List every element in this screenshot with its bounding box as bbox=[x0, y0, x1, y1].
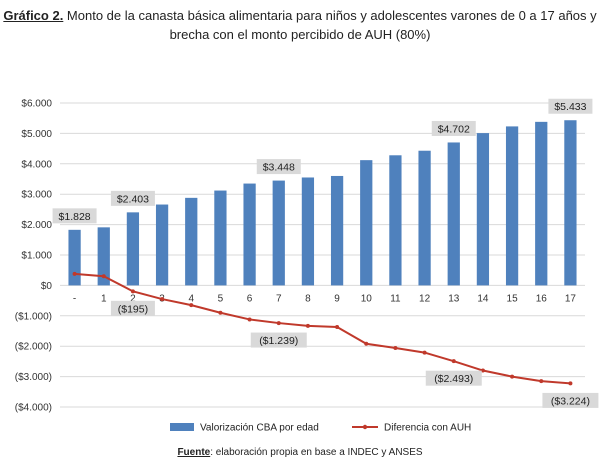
line-data-label-box bbox=[250, 332, 307, 348]
x-tick-label: 7 bbox=[276, 293, 282, 304]
legend-bar-swatch bbox=[170, 423, 194, 431]
y-tick-label: $4.000 bbox=[21, 159, 52, 170]
y-tick-label: $0 bbox=[41, 281, 53, 292]
line-point bbox=[539, 379, 544, 384]
line-point bbox=[276, 321, 281, 326]
bar bbox=[447, 142, 460, 286]
bar-data-label-box bbox=[256, 159, 301, 175]
y-tick-label: $5.000 bbox=[21, 129, 52, 140]
line-point bbox=[335, 325, 340, 330]
bar-data-label-box bbox=[548, 98, 593, 114]
bar bbox=[535, 121, 548, 286]
chart-title: Gráfico 2. Monto de la canasta básica al… bbox=[0, 6, 600, 44]
y-tick-label: $6.000 bbox=[21, 99, 52, 110]
line-point bbox=[393, 346, 398, 351]
y-tick-label: ($3.000) bbox=[15, 372, 52, 383]
bar-data-label-box bbox=[110, 190, 155, 206]
bar bbox=[126, 212, 140, 286]
line-point bbox=[364, 341, 369, 346]
x-tick-label: - bbox=[73, 293, 76, 304]
chart-title-line2: brecha con el monto percibido de AUH (80… bbox=[169, 27, 431, 42]
x-tick-label: 2 bbox=[130, 293, 136, 304]
line-data-label-box bbox=[425, 370, 482, 386]
line-point bbox=[510, 374, 515, 379]
line-point bbox=[101, 274, 106, 279]
line-point bbox=[480, 368, 485, 373]
y-tick-label: $3.000 bbox=[21, 190, 52, 201]
bar bbox=[301, 177, 315, 286]
legend-line-marker bbox=[362, 424, 368, 430]
bar bbox=[389, 155, 402, 286]
bar bbox=[243, 183, 256, 286]
line-series bbox=[74, 272, 571, 385]
line-data-label: ($1.239) bbox=[259, 335, 298, 347]
x-tick-label: 15 bbox=[507, 293, 519, 304]
bar-data-label-box bbox=[52, 208, 97, 224]
x-tick-label: 11 bbox=[390, 293, 401, 304]
bar bbox=[505, 126, 519, 286]
y-tick-label: $1.000 bbox=[21, 251, 52, 262]
y-tick-label: ($2.000) bbox=[15, 342, 52, 353]
x-tick-label: 14 bbox=[477, 293, 489, 304]
line-point bbox=[451, 359, 456, 364]
bar bbox=[68, 229, 81, 286]
bar bbox=[330, 175, 344, 286]
x-tick-label: 4 bbox=[188, 293, 194, 304]
line-point bbox=[247, 317, 252, 322]
bar bbox=[214, 190, 227, 286]
x-tick-label: 8 bbox=[305, 293, 311, 304]
y-tick-label: ($1.000) bbox=[15, 311, 52, 322]
source-text: : elaboración propia en base a INDEC y A… bbox=[210, 447, 423, 458]
line-point bbox=[305, 323, 310, 328]
bar bbox=[155, 204, 169, 286]
bar-data-label-box bbox=[431, 120, 476, 136]
bar bbox=[418, 150, 431, 286]
x-tick-label: 1 bbox=[101, 293, 107, 304]
line-data-label: ($195) bbox=[118, 303, 148, 315]
line-point bbox=[130, 289, 135, 294]
line-point bbox=[568, 381, 573, 386]
line-point bbox=[72, 271, 77, 276]
x-tick-label: 10 bbox=[361, 293, 373, 304]
line-data-label-box bbox=[542, 392, 599, 408]
bar-data-label: $3.448 bbox=[263, 162, 295, 174]
bar bbox=[360, 160, 373, 286]
x-tick-label: 12 bbox=[419, 293, 431, 304]
x-tick-label: 17 bbox=[565, 293, 577, 304]
x-tick-label: 9 bbox=[334, 293, 340, 304]
chart-title-line1: Monto de la canasta básica alimentaria p… bbox=[63, 8, 597, 23]
x-tick-label: 16 bbox=[536, 293, 548, 304]
x-tick-label: 5 bbox=[218, 293, 224, 304]
y-tick-label: ($4.000) bbox=[15, 403, 52, 414]
x-tick-label: 13 bbox=[448, 293, 460, 304]
line-data-label: ($3.224) bbox=[551, 395, 590, 407]
line-point bbox=[218, 310, 223, 315]
source-label: Fuente bbox=[177, 447, 211, 458]
bar-data-label: $4.702 bbox=[438, 123, 470, 135]
x-tick-label: 6 bbox=[247, 293, 253, 304]
line-data-label: ($2.493) bbox=[434, 373, 473, 385]
line-point bbox=[160, 297, 165, 302]
bar bbox=[185, 197, 198, 286]
bar-data-label: $2.403 bbox=[117, 193, 149, 205]
legend-line-label: Diferencia con AUH bbox=[384, 423, 471, 434]
bar bbox=[564, 120, 577, 286]
line-data-label-box bbox=[110, 300, 155, 316]
source-note: Fuente: elaboración propia en base a IND… bbox=[0, 447, 600, 458]
bar bbox=[272, 180, 285, 286]
bar bbox=[97, 227, 110, 286]
line-point bbox=[422, 350, 427, 355]
bar-data-label: $1.828 bbox=[59, 211, 91, 223]
legend-bar-label: Valorización CBA por edad bbox=[200, 423, 319, 434]
y-tick-label: $2.000 bbox=[21, 220, 52, 231]
bar-data-label: $5.433 bbox=[554, 101, 586, 113]
bar bbox=[476, 133, 490, 286]
line-point bbox=[189, 303, 194, 308]
chart-title-lead: Gráfico 2. bbox=[3, 8, 64, 23]
